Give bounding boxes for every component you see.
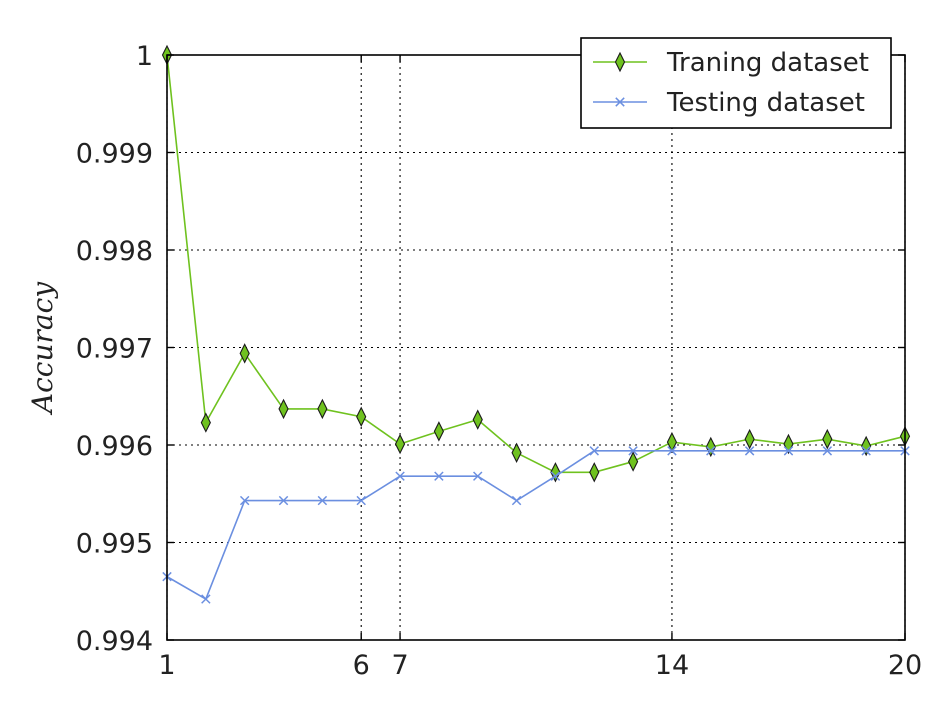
data-point-marker (395, 471, 405, 481)
data-point-marker (550, 471, 561, 481)
y-axis-ticks: 0.994 0.995 0.996 0.997 0.998 0.999 1 (76, 41, 905, 657)
data-point-marker (744, 428, 755, 450)
data-point-marker (861, 446, 871, 456)
x-tick-label: 20 (888, 650, 922, 681)
y-tick-label: 0.999 (76, 139, 153, 170)
data-point-marker (473, 471, 483, 481)
data-point-marker (627, 451, 639, 472)
data-point-marker (822, 428, 833, 450)
x-tick-label: 6 (353, 650, 370, 681)
legend-marker (614, 51, 626, 73)
data-point-marker (706, 446, 716, 456)
data-point-marker (278, 398, 289, 420)
y-tick-label: 1 (136, 41, 153, 72)
legend-entry: Testing dataset (593, 88, 865, 118)
data-point-marker (861, 435, 872, 457)
legend-box (580, 37, 892, 129)
data-point-marker (667, 446, 677, 456)
plot-frame (166, 54, 906, 641)
x-axis-ticks: 1 6 7 14 20 (158, 55, 922, 681)
data-point-marker (317, 398, 328, 420)
data-point-marker (744, 446, 755, 456)
data-point-marker (239, 343, 250, 364)
series-line (166, 54, 906, 474)
data-point-marker (589, 446, 599, 456)
y-tick-label: 0.994 (76, 626, 153, 657)
legend: Traning dataset Testing dataset (580, 37, 892, 129)
data-point-marker (433, 421, 445, 442)
legend-label: Testing dataset (666, 88, 865, 118)
y-axis-label: Accuracy (26, 281, 59, 416)
data-point-marker (200, 412, 211, 433)
x-tick-label: 7 (391, 650, 408, 681)
y-tick-label: 0.997 (76, 334, 153, 365)
y-tick-label: 0.996 (76, 431, 153, 462)
data-point-marker (356, 495, 366, 506)
data-point-marker (356, 406, 367, 427)
data-point-marker (278, 495, 289, 506)
legend-label: Traning dataset (666, 48, 869, 78)
data-point-marker (628, 446, 638, 456)
series-layer (161, 44, 911, 604)
x-tick-label: 1 (158, 650, 175, 681)
data-point-marker (511, 442, 522, 464)
data-point-marker (511, 495, 522, 506)
data-point-marker (589, 462, 600, 483)
data-point-marker (201, 594, 211, 604)
data-point-marker (783, 446, 794, 456)
y-tick-label: 0.995 (76, 529, 153, 560)
data-point-marker (472, 409, 483, 430)
data-point-marker (394, 433, 406, 455)
data-point-marker (550, 462, 561, 483)
legend-marker (615, 97, 625, 107)
grid-lines (166, 54, 906, 641)
data-point-marker (317, 495, 328, 506)
series-line (166, 450, 905, 601)
data-point-marker (239, 495, 250, 506)
y-tick-label: 0.998 (76, 236, 153, 267)
legend-entry: Traning dataset (593, 48, 869, 78)
x-tick-label: 14 (655, 650, 689, 681)
series-testing (162, 446, 910, 604)
data-point-marker (822, 446, 833, 456)
data-point-marker (434, 471, 444, 481)
